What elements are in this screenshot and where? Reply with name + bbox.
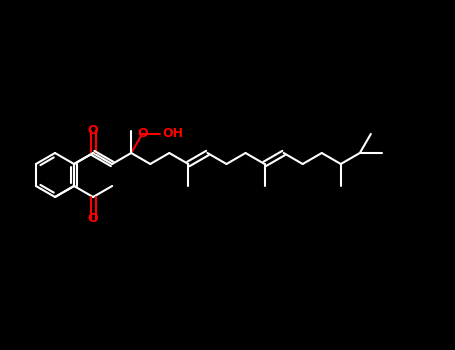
Text: OH: OH (163, 127, 184, 140)
Text: O: O (137, 127, 147, 140)
Text: O: O (88, 212, 98, 225)
Text: O: O (88, 125, 98, 138)
